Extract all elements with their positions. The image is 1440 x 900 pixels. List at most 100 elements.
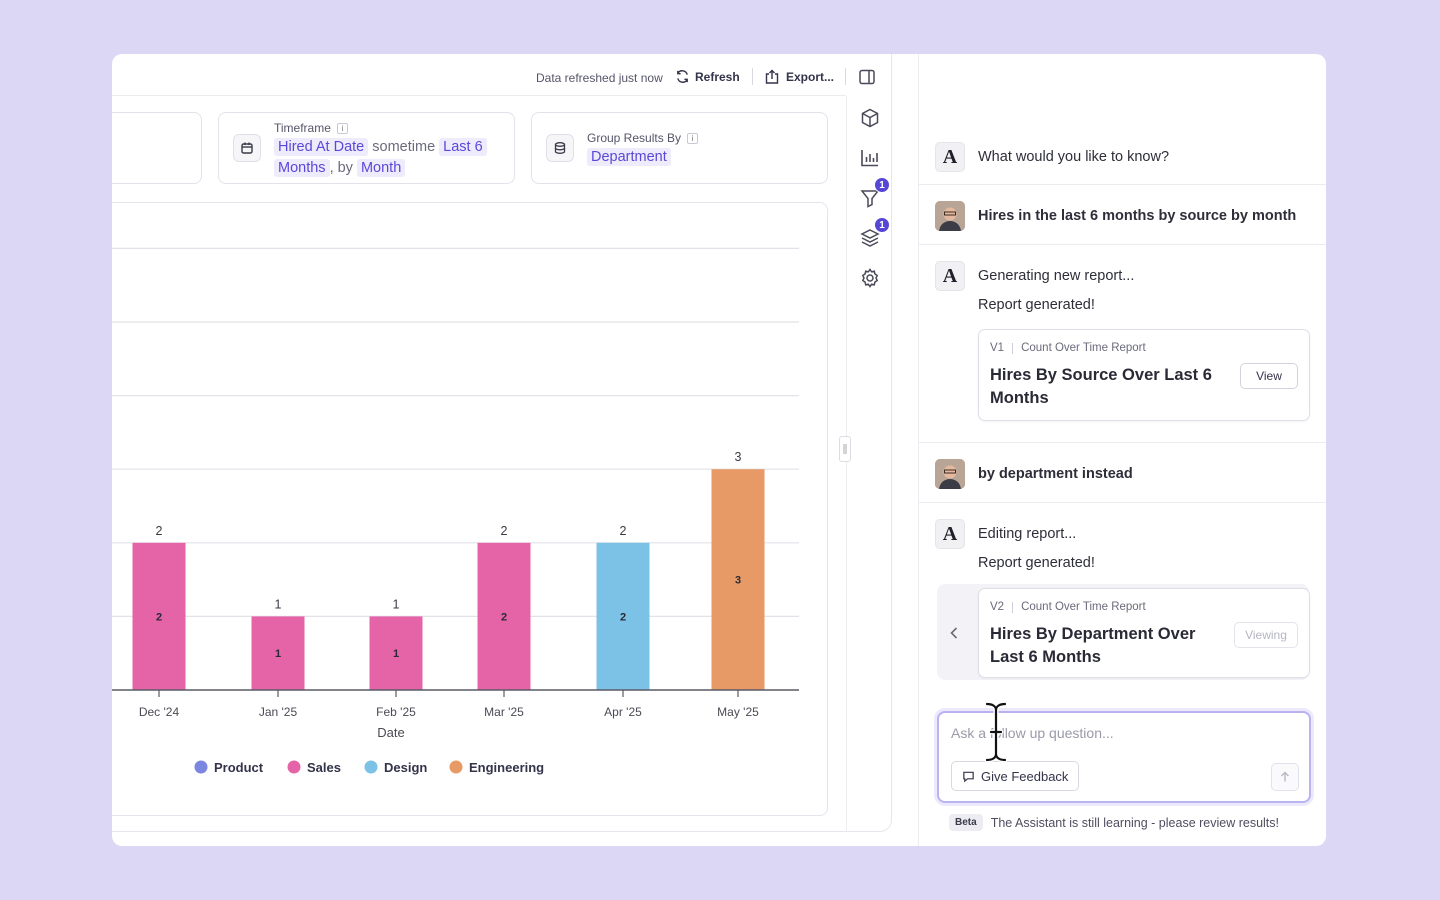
text-cursor-icon bbox=[984, 702, 1008, 762]
report-title: Hires By Department Over Last 6 Months bbox=[990, 625, 1196, 666]
app-window: Data refreshed just now Refresh Export..… bbox=[112, 54, 1326, 846]
report-meta: V1 Count Over Time Report bbox=[990, 342, 1146, 354]
send-button[interactable] bbox=[1271, 763, 1299, 791]
range-chip-cont[interactable]: Months bbox=[274, 159, 330, 177]
user-avatar bbox=[935, 459, 965, 489]
assistant-message: A Generating new report... Report genera… bbox=[919, 245, 1326, 443]
bar-segment-label: 1 bbox=[275, 648, 281, 660]
info-icon: i bbox=[336, 122, 348, 134]
report-meta: V2 Count Over Time Report bbox=[990, 601, 1146, 613]
version-label: V1 bbox=[990, 342, 1005, 354]
assistant-logo-icon: A bbox=[935, 142, 965, 172]
assistant-logo-icon: A bbox=[935, 519, 965, 549]
give-feedback-button[interactable]: Give Feedback bbox=[951, 761, 1080, 791]
feedback-label: Give Feedback bbox=[981, 768, 1069, 784]
bar-segment bbox=[369, 616, 423, 690]
bar-total-label: 2 bbox=[156, 524, 163, 538]
viewing-button: Viewing bbox=[1234, 622, 1298, 648]
bar-segment bbox=[711, 469, 765, 690]
user-avatar bbox=[935, 201, 965, 231]
bar-chart: 2 2 1 1 1 1 2 2 2 2 3 3 Dec '24 Jan '25 Feb '25 Mar '25… bbox=[112, 247, 799, 775]
filter-card-partial[interactable] bbox=[112, 112, 202, 184]
legend-swatch bbox=[449, 760, 463, 774]
panel-toggle-icon bbox=[859, 69, 875, 85]
refresh-button[interactable]: Refresh bbox=[675, 69, 740, 84]
bar-total-label: 1 bbox=[275, 597, 282, 611]
report-type: Count Over Time Report bbox=[1021, 342, 1146, 354]
message-text: by department instead bbox=[978, 466, 1133, 482]
bar-segment-label: 3 bbox=[735, 575, 741, 587]
toolbar-divider bbox=[845, 68, 846, 85]
layers-icon[interactable]: 1 bbox=[859, 217, 890, 249]
legend-label: Sales bbox=[307, 760, 341, 775]
info-icon: i bbox=[687, 132, 699, 144]
bar-segment-label: 2 bbox=[156, 611, 162, 623]
x-tick-label: Jan '25 bbox=[259, 705, 298, 719]
version-label: V2 bbox=[990, 601, 1005, 613]
refresh-label: Refresh bbox=[695, 69, 740, 84]
message-text: Editing report... bbox=[978, 526, 1077, 542]
bar-chart-icon[interactable] bbox=[859, 147, 881, 169]
department-chip[interactable]: Department bbox=[587, 148, 671, 166]
report-pane: Data refreshed just now Refresh Export..… bbox=[112, 54, 892, 832]
toolbar-divider bbox=[752, 68, 753, 85]
database-icon bbox=[546, 134, 574, 162]
calendar-icon bbox=[233, 134, 261, 162]
timeframe-label-row: Timeframe i bbox=[274, 121, 348, 135]
x-tick-label: Feb '25 bbox=[376, 705, 416, 719]
layers-count-badge: 1 bbox=[874, 217, 890, 233]
cube-icon[interactable] bbox=[859, 107, 881, 129]
pane-resize-handle[interactable] bbox=[839, 436, 851, 462]
bar-segment bbox=[132, 542, 186, 690]
filter-icon[interactable]: 1 bbox=[859, 177, 890, 209]
x-tick-label: Dec '24 bbox=[139, 705, 180, 719]
grip-icon bbox=[843, 444, 847, 454]
report-type: Count Over Time Report bbox=[1021, 601, 1146, 613]
chevron-left-icon[interactable] bbox=[949, 626, 959, 640]
toggle-panel-button[interactable] bbox=[858, 68, 876, 91]
report-card-v2[interactable]: V2 Count Over Time Report Hires By Depar… bbox=[978, 588, 1310, 678]
report-tools-rail: 1 1 bbox=[846, 96, 892, 832]
x-tick-label: May '25 bbox=[717, 705, 759, 719]
report-card-v1[interactable]: V1 Count Over Time Report Hires By Sourc… bbox=[978, 329, 1310, 421]
bar-segment bbox=[596, 542, 650, 690]
timeframe-filter[interactable]: Timeframe i Hired At Date sometime Last … bbox=[218, 112, 515, 184]
date-field-chip[interactable]: Hired At Date bbox=[274, 138, 369, 156]
assistant-message: A Editing report... Report generated! bbox=[919, 503, 1326, 693]
export-icon bbox=[765, 69, 779, 84]
legend-swatch bbox=[287, 760, 301, 774]
x-tick-label: Mar '25 bbox=[484, 705, 524, 719]
followup-input[interactable] bbox=[951, 725, 1291, 741]
group-by-label-row: Group Results By i bbox=[587, 131, 699, 145]
legend-label: Design bbox=[384, 760, 427, 775]
message-text: What would you like to know? bbox=[978, 149, 1170, 165]
refresh-status: Data refreshed just now bbox=[536, 71, 663, 85]
message-subtext: Report generated! bbox=[978, 555, 1095, 571]
user-message: Hires in the last 6 months by source by … bbox=[919, 185, 1326, 245]
disclaimer-text: The Assistant is still learning - please… bbox=[990, 815, 1279, 830]
message-subtext: Report generated! bbox=[978, 297, 1095, 313]
bar-segment-label: 2 bbox=[620, 611, 626, 623]
gear-icon[interactable] bbox=[859, 267, 881, 289]
legend-label: Product bbox=[214, 760, 264, 775]
meta-divider bbox=[1012, 601, 1014, 613]
followup-composer: Give Feedback bbox=[937, 711, 1311, 803]
range-chip[interactable]: Last 6 bbox=[439, 138, 487, 156]
legend-swatch bbox=[194, 760, 208, 774]
beta-badge: Beta bbox=[949, 814, 983, 831]
legend-swatch bbox=[364, 760, 378, 774]
group-by-filter[interactable]: Group Results By i Department bbox=[531, 112, 828, 184]
assistant-message: A What would you like to know? bbox=[919, 126, 1326, 185]
view-button[interactable]: View bbox=[1240, 363, 1298, 389]
report-title: Hires By Source Over Last 6 Months bbox=[990, 366, 1212, 407]
x-tick-label: Apr '25 bbox=[604, 705, 642, 719]
message-text: Hires in the last 6 months by source by … bbox=[978, 208, 1297, 224]
bar-total-label: 2 bbox=[501, 524, 508, 538]
chart-card: 2 2 1 1 1 1 2 2 2 2 3 3 Dec '24 Jan '25 Feb '25 Mar '25… bbox=[112, 202, 828, 816]
x-axis-title: Date bbox=[377, 725, 404, 740]
bar-total-label: 2 bbox=[620, 524, 627, 538]
export-button[interactable]: Export... bbox=[764, 69, 834, 85]
granularity-chip[interactable]: Month bbox=[356, 159, 406, 177]
operator-text: sometime bbox=[372, 139, 436, 155]
bar-total-label: 1 bbox=[393, 597, 400, 611]
